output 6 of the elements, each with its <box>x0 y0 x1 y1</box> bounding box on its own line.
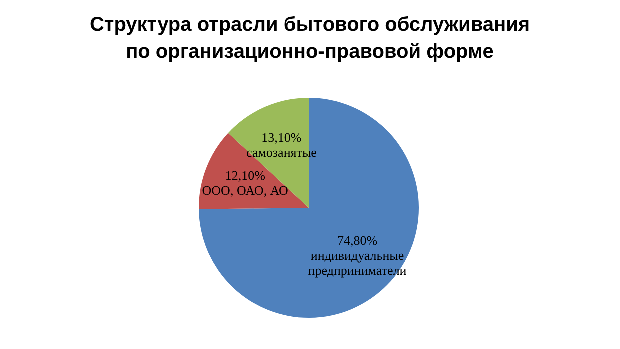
slice-label: ООО, ОАО, АО <box>202 182 288 198</box>
data-label: 13,10% <box>262 130 302 145</box>
chart-title: Структура отрасли бытового обслуживания по организационно-правовой форме <box>90 14 530 63</box>
data-label: 74,80% <box>337 232 378 248</box>
data-label: 12,10% <box>225 168 266 183</box>
pie-slice <box>199 98 419 318</box>
